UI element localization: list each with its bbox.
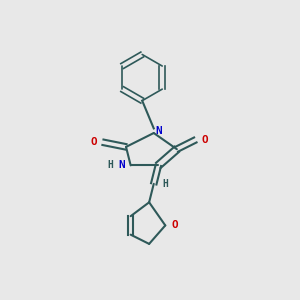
Text: H: H xyxy=(162,179,168,189)
Text: O: O xyxy=(201,135,208,145)
Text: N: N xyxy=(155,126,162,136)
Text: H: H xyxy=(107,160,113,170)
Text: O: O xyxy=(90,137,97,147)
Text: O: O xyxy=(171,220,178,230)
Text: N: N xyxy=(118,160,125,170)
